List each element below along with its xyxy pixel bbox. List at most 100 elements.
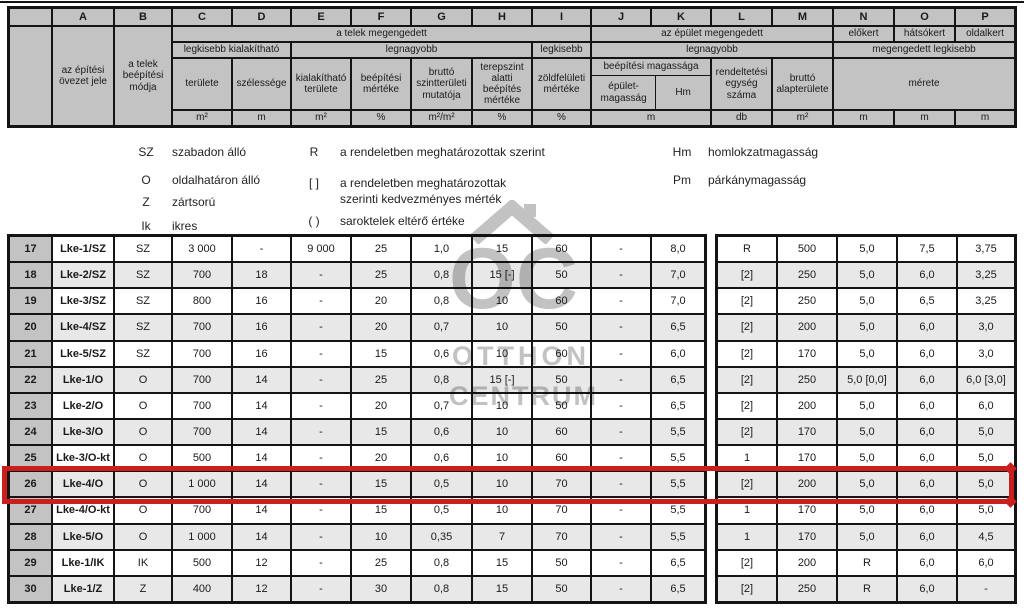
col-letter-j: J	[591, 8, 651, 26]
table-cell: 18	[232, 262, 291, 289]
header-col-formable-area: kialakítható területe	[291, 58, 351, 110]
zone-code-cell: Lke-4/SZ	[52, 314, 114, 341]
unit-c: m²	[172, 110, 232, 126]
table-cell: 50	[532, 262, 591, 289]
table-cell: 50	[532, 314, 591, 341]
table-cell: R	[837, 575, 897, 602]
table-cell: -	[591, 523, 651, 550]
unit-i: %	[532, 110, 591, 126]
table-cell: 700	[172, 340, 232, 367]
table-cell: -	[291, 366, 351, 393]
table-cell: 25	[351, 549, 411, 576]
legend-item-parens: ( ) saroktelek eltérő értéke	[296, 214, 464, 228]
unit-l: db	[711, 110, 772, 126]
unit-f: %	[351, 110, 411, 126]
table-cell: 6,0	[957, 392, 1015, 419]
table-cell: 16	[232, 288, 291, 315]
table-cell: 50	[532, 575, 591, 602]
table-cell: 15	[472, 575, 532, 602]
header-col-unit-count: rendeltetési egység száma	[711, 58, 772, 110]
table-header: A B C D E F G H I J K L M N O P az építé…	[7, 6, 1017, 128]
table-cell: 700	[172, 262, 232, 289]
header-col-floor-area-ratio: bruttó szintterületi mutatója	[411, 58, 472, 110]
table-cell: 7,0	[651, 288, 705, 315]
legend-symbol: Hm	[672, 145, 692, 159]
table-cell: -	[957, 575, 1015, 602]
row-number-cell: 21	[9, 340, 52, 367]
table-cell: 50	[532, 392, 591, 419]
legend-label: homlokzatmagasság	[708, 145, 819, 159]
table-cell: [2]	[717, 262, 777, 289]
legend-label: zártsorú	[172, 195, 216, 209]
table-cell: 20	[351, 392, 411, 419]
table-cell: 10	[472, 314, 532, 341]
header-max-building: legnagyobb	[591, 42, 833, 58]
table-cell: 0,8	[411, 549, 472, 576]
row-number-cell: 26	[9, 471, 52, 498]
header-min: legkisebb	[532, 42, 591, 58]
table-cell: SZ	[114, 314, 172, 341]
table-cell: 4,5	[957, 523, 1015, 550]
table-cell: 7	[472, 523, 532, 550]
legend-item-o: O oldalhatáron álló	[128, 173, 260, 187]
table-cell: 12	[232, 549, 291, 576]
table-cell: 250	[777, 575, 837, 602]
table-cell: 8,0	[651, 236, 705, 263]
data-table-right: R 500 5,0 7,5 3,75 [2] 250 5,0 6,0 3,25 [2] 250 5,0 6…	[715, 234, 1017, 604]
table-cell: [2]	[717, 549, 777, 576]
table-cell: 7,0	[651, 262, 705, 289]
table-cell: SZ	[114, 288, 172, 315]
header-group-building: az épület megengedett	[591, 26, 833, 42]
table-cell: 200	[777, 549, 837, 576]
header-col-size: mérete	[833, 58, 1015, 110]
unit-g: m²/m²	[411, 110, 472, 126]
unit-jk: m	[591, 110, 711, 126]
header-max-plot: legnagyobb	[291, 42, 532, 58]
table-cell: 70	[532, 523, 591, 550]
header-col-coverage: beépítési mértéke	[351, 58, 411, 110]
table-cell: -	[591, 575, 651, 602]
zone-code-cell: Lke-5/SZ	[52, 340, 114, 367]
table-cell: 700	[172, 366, 232, 393]
table-cell: 5,5	[651, 418, 705, 446]
table-cell: 1	[717, 523, 777, 550]
table-cell: 15 [-]	[472, 262, 532, 289]
table-cell: 6,0	[957, 549, 1015, 576]
header-zone-sign: az építési övezet jele	[52, 26, 114, 126]
table-cell: -	[591, 549, 651, 576]
header-group-plot: a telek megengedett	[172, 26, 591, 42]
table-cell: 5,0	[837, 523, 897, 550]
table-cell: -	[291, 262, 351, 289]
table-cell: 20	[351, 288, 411, 315]
legend-label: szabadon álló	[172, 145, 247, 159]
table-cell: 6,0	[897, 523, 957, 550]
table-cell: R	[837, 549, 897, 576]
header-back-garden: hátsókert	[894, 26, 955, 42]
row-number-cell: 28	[9, 523, 52, 550]
table-cell: 15	[472, 236, 532, 263]
table-cell: [2]	[717, 418, 777, 446]
row-number-cell: 29	[9, 549, 52, 576]
unit-h: %	[472, 110, 532, 126]
table-cell: Z	[114, 575, 172, 602]
table-cell: [2]	[717, 471, 777, 498]
unit-p: m	[955, 110, 1015, 126]
table-cell: 6,0	[897, 418, 957, 446]
table-cell: SZ	[114, 262, 172, 289]
table-cell: 0,6	[411, 418, 472, 446]
table-cell: 3,25	[957, 262, 1015, 289]
unit-d: m	[232, 110, 291, 126]
legend-symbol: R	[309, 145, 319, 159]
table-cell: 30	[351, 575, 411, 602]
table-cell: [2]	[717, 288, 777, 315]
table-cell: -	[232, 236, 291, 263]
table-cell: 400	[172, 575, 232, 602]
header-col-gross-floor: bruttó alapterülete	[772, 58, 833, 110]
zone-code-cell: Lke-3/SZ	[52, 288, 114, 315]
table-cell: 14	[232, 392, 291, 419]
table-cell: 5,0	[837, 236, 897, 263]
table-cell: 0,8	[411, 262, 472, 289]
legend-item-brackets: [ ] a rendeletben meghatározottak szerin…	[296, 176, 532, 207]
table-cell: 6,5	[651, 366, 705, 393]
